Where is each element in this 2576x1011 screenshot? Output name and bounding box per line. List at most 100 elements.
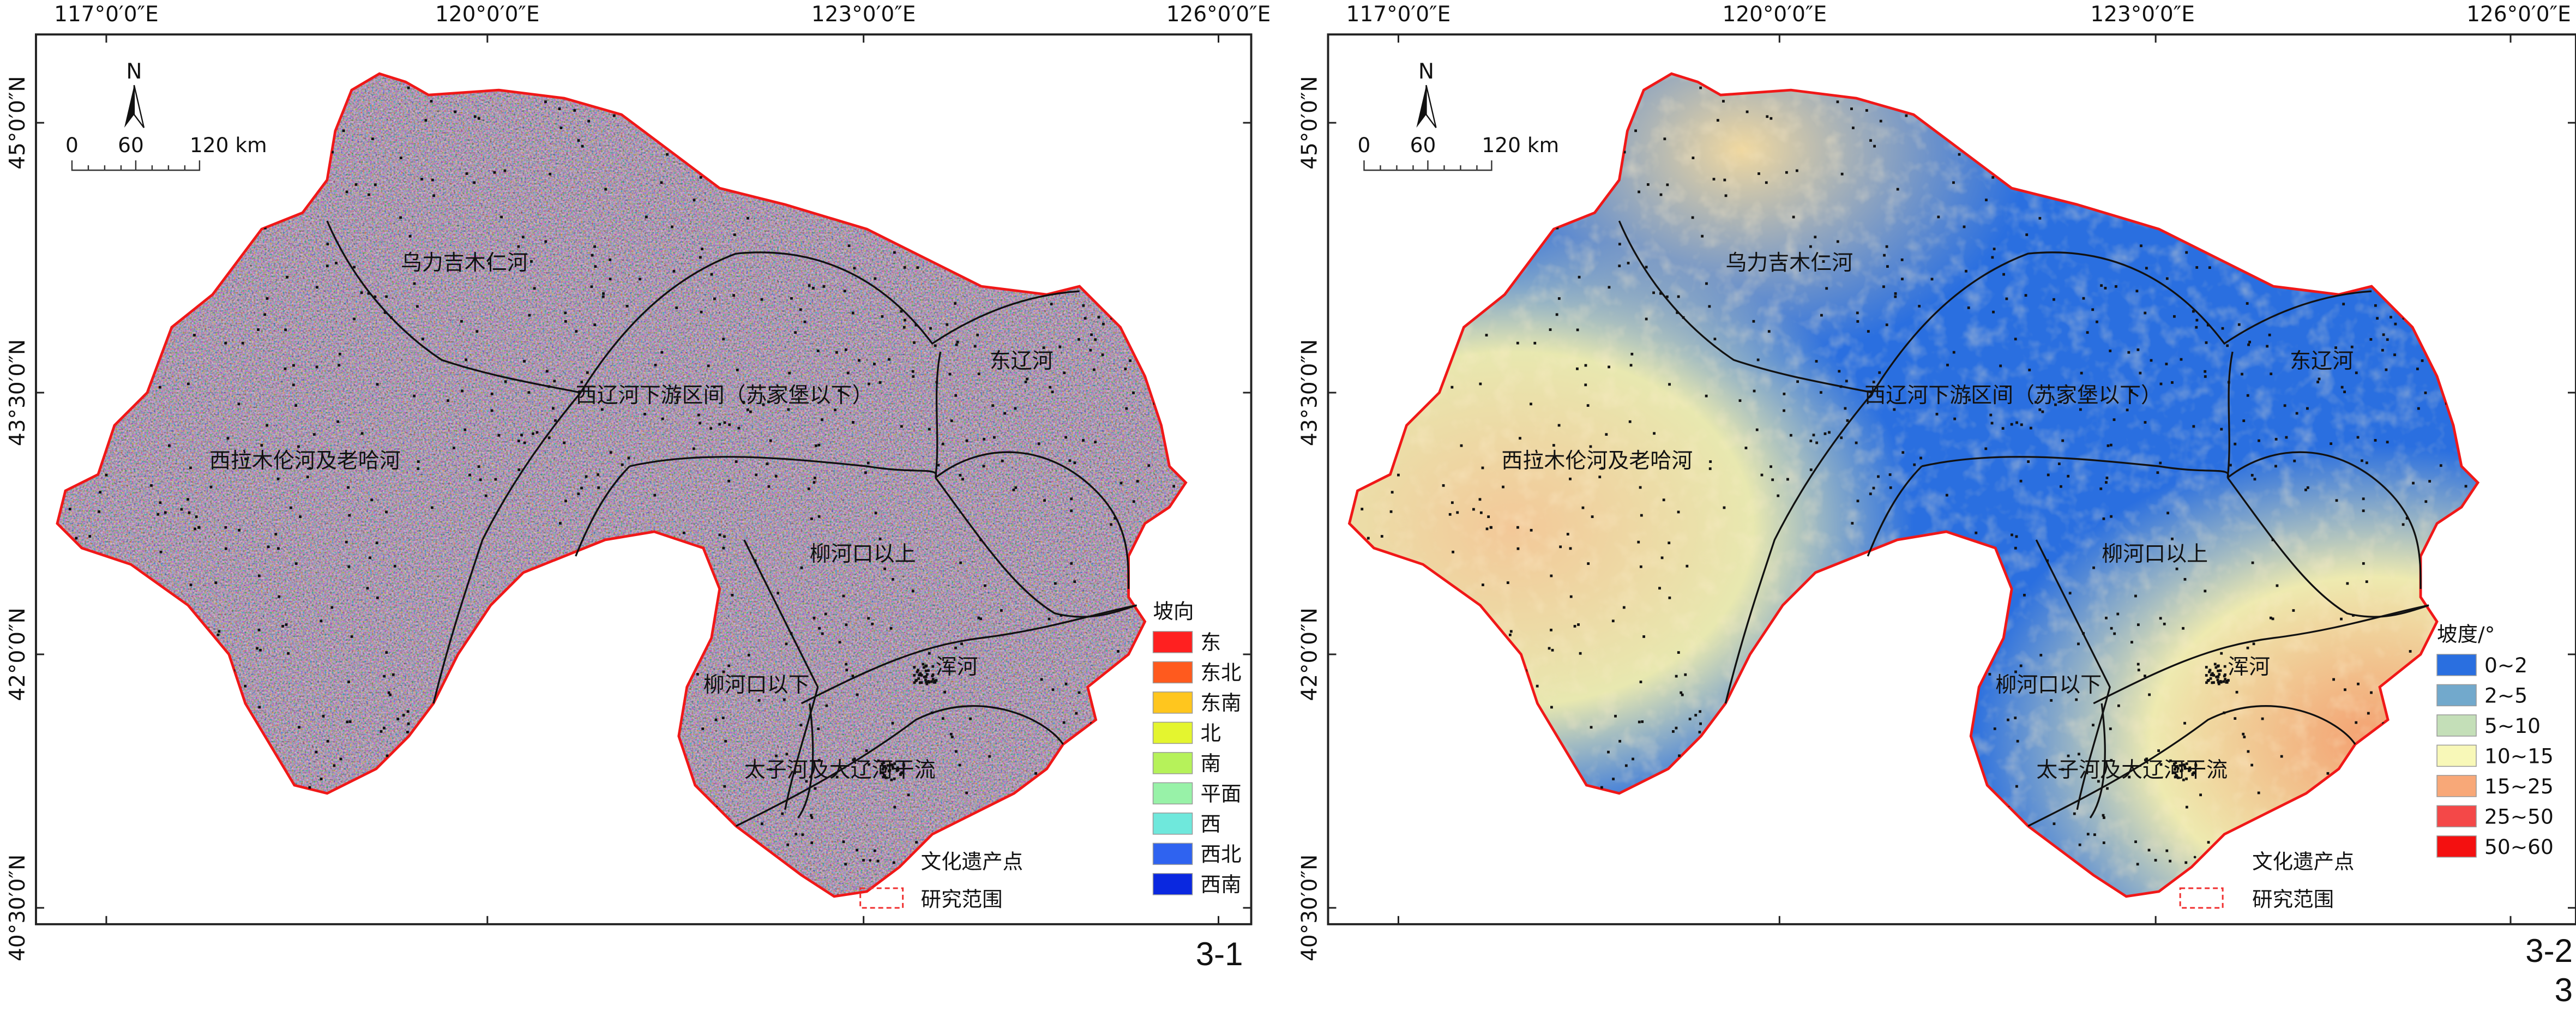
heritage-point xyxy=(2234,717,2237,720)
heritage-point xyxy=(1777,494,1780,497)
heritage-point xyxy=(1993,248,1996,250)
heritage-point xyxy=(766,462,769,465)
heritage-point xyxy=(2182,778,2185,781)
heritage-point xyxy=(577,492,580,496)
heritage-point xyxy=(348,720,352,723)
heritage-point xyxy=(723,421,726,424)
legend-swatch xyxy=(2436,654,2477,676)
heritage-point xyxy=(399,157,402,159)
heritage-point xyxy=(315,365,318,369)
heritage-point xyxy=(1828,431,1831,434)
heritage-point xyxy=(925,673,929,676)
heritage-point xyxy=(347,681,350,683)
heritage-point xyxy=(473,115,477,118)
heritage-point xyxy=(2093,833,2096,837)
heritage-point xyxy=(237,402,240,406)
heritage-point xyxy=(2156,471,2159,474)
heritage-point xyxy=(2334,346,2337,350)
region-label: 柳河口以上 xyxy=(810,542,916,567)
heritage-point xyxy=(544,100,547,104)
heritage-point xyxy=(604,188,607,191)
heritage-point xyxy=(645,215,648,219)
heritage-point xyxy=(1900,258,1904,261)
heritage-point xyxy=(1975,531,1978,534)
heritage-point xyxy=(1836,100,1839,104)
heritage-point xyxy=(1639,681,1642,683)
heritage-point xyxy=(416,305,419,308)
heritage-point xyxy=(346,720,349,724)
heritage-point xyxy=(1850,107,1853,110)
heritage-point xyxy=(2075,698,2078,701)
heritage-point xyxy=(287,652,290,655)
heritage-point xyxy=(1684,673,1687,676)
svg-text:120 km: 120 km xyxy=(1482,133,1559,157)
heritage-point xyxy=(2015,535,2018,538)
heritage-point xyxy=(1172,485,1175,488)
heritage-point xyxy=(864,471,867,474)
heritage-point xyxy=(1918,305,1921,308)
heritage-point xyxy=(2402,523,2405,526)
heritage-point xyxy=(1555,313,1558,316)
heritage-point xyxy=(1014,407,1017,410)
heritage-point xyxy=(1770,117,1773,120)
heritage-point xyxy=(1584,364,1587,367)
heritage-point xyxy=(368,193,370,196)
heritage-point xyxy=(376,383,379,386)
heritage-point xyxy=(347,565,351,568)
heritage-point xyxy=(68,508,71,510)
heritage-point xyxy=(1082,439,1085,442)
heritage-point xyxy=(2011,533,2013,537)
heritage-point xyxy=(918,681,922,684)
heritage-point xyxy=(2195,318,2199,322)
heritage-point xyxy=(871,622,874,625)
heritage-point xyxy=(1506,581,1509,584)
heritage-point xyxy=(298,726,300,729)
heritage-point xyxy=(2145,267,2148,270)
panel-slope-map: 117°0′0″E 120°0′0″E 123°0′0″E 126°0′0″E … xyxy=(1297,2,2576,1008)
heritage-point xyxy=(1448,513,1452,516)
heritage-point xyxy=(263,313,267,316)
heritage-point xyxy=(2105,477,2109,479)
heritage-point xyxy=(882,766,885,768)
legend-item-label: 东 xyxy=(1201,630,1221,654)
heritage-point xyxy=(1110,523,1112,526)
heritage-point xyxy=(2237,323,2241,326)
heritage-point xyxy=(424,119,428,122)
heritage-point xyxy=(722,670,725,673)
heritage-point xyxy=(2182,763,2185,767)
heritage-point xyxy=(2144,675,2146,677)
heritage-point xyxy=(757,699,761,702)
svg-text:文化遗产点: 文化遗产点 xyxy=(2252,850,2354,874)
heritage-point xyxy=(660,181,663,184)
heritage-point xyxy=(1000,609,1003,612)
heritage-point xyxy=(1852,127,1855,129)
heritage-point xyxy=(476,330,479,333)
heritage-point xyxy=(1581,506,1585,509)
heritage-point xyxy=(1688,718,1692,720)
heritage-point xyxy=(2136,348,2140,351)
figure-sublabel: 3 xyxy=(2555,972,2573,1008)
heritage-point xyxy=(935,679,938,682)
heritage-point xyxy=(1963,225,1966,228)
heritage-point xyxy=(1550,706,1553,709)
heritage-point xyxy=(1070,562,1073,565)
heritage-point xyxy=(413,282,416,285)
heritage-point xyxy=(494,478,497,481)
heritage-point xyxy=(914,323,918,327)
heritage-point xyxy=(197,526,201,529)
heritage-point xyxy=(2217,681,2220,684)
heritage-point xyxy=(2106,787,2109,790)
heritage-point xyxy=(2005,386,2008,388)
heritage-point xyxy=(2163,622,2166,625)
heritage-point xyxy=(2014,338,2017,341)
heritage-point xyxy=(1078,691,1081,694)
legend-item-label: 北 xyxy=(1201,721,1221,745)
heritage-point xyxy=(477,465,480,468)
heritage-point xyxy=(767,485,771,488)
heritage-point xyxy=(2223,711,2226,714)
heritage-point xyxy=(2038,216,2042,220)
heritage-point xyxy=(1796,380,1799,383)
heritage-point xyxy=(2110,627,2113,630)
heritage-point xyxy=(1062,721,1066,724)
figure-label: 3-1 xyxy=(1196,936,1243,972)
